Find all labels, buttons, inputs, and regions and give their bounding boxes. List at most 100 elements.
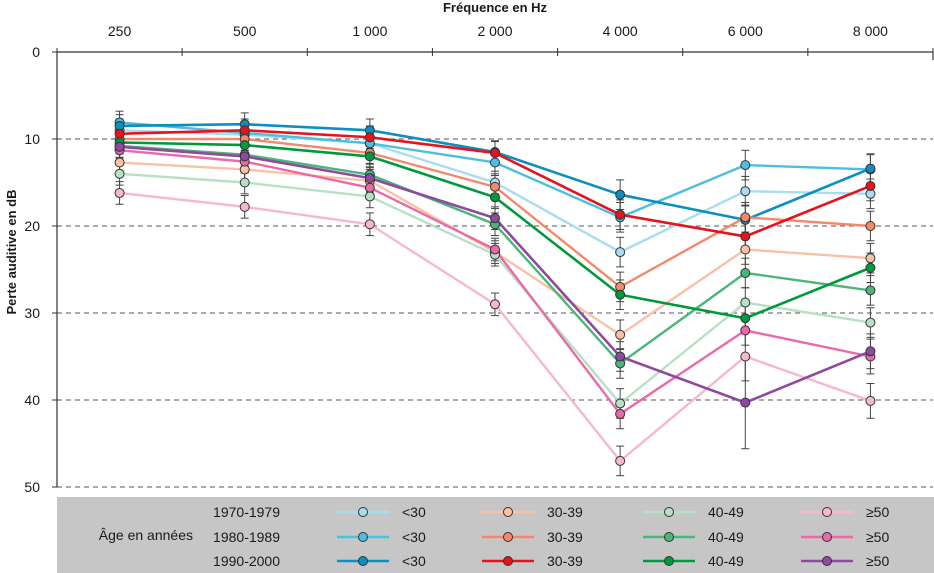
data-point (740, 244, 751, 255)
legend-label: ≥50 (866, 553, 889, 569)
data-point (364, 173, 375, 184)
data-point (740, 231, 751, 242)
x-tick-label: 8 000 (853, 23, 888, 39)
data-point (740, 325, 751, 336)
y-tick-labels: 0 10 20 30 40 50 (24, 44, 40, 495)
data-point (740, 297, 751, 308)
data-point (615, 455, 626, 466)
legend-marker (822, 507, 832, 517)
legend-marker (503, 532, 513, 542)
data-point (114, 168, 125, 179)
data-point (364, 132, 375, 143)
data-point (239, 125, 250, 136)
legend-row-label: 1990-2000 (213, 553, 280, 569)
x-tick-labels: 250 500 1 000 2 000 4 000 6 000 8 000 (108, 23, 888, 39)
legend-label: 30-39 (547, 553, 583, 569)
data-point (740, 186, 751, 197)
data-point (615, 247, 626, 258)
legend-label: 30-39 (547, 529, 583, 545)
x-tick-label: 4 000 (603, 23, 638, 39)
data-point (615, 289, 626, 300)
data-point (865, 317, 876, 328)
data-point (865, 180, 876, 191)
data-point (865, 346, 876, 357)
legend-row-label: 1980-1989 (213, 529, 280, 545)
legend-marker (664, 532, 674, 542)
data-point (615, 408, 626, 419)
legend-marker (822, 532, 832, 542)
data-point (740, 313, 751, 324)
legend-marker (503, 507, 513, 517)
legend-marker (358, 532, 368, 542)
x-tick-label: 250 (108, 23, 132, 39)
data-point (364, 219, 375, 230)
data-point (239, 201, 250, 212)
legend-title: Âge en années (99, 527, 193, 543)
data-point (490, 213, 500, 224)
legend-label: ≥50 (866, 504, 889, 520)
legend-marker (822, 556, 832, 566)
data-point (490, 299, 500, 310)
data-point (364, 151, 375, 162)
data-point (615, 209, 626, 220)
y-tick-label: 10 (24, 131, 40, 147)
x-tick-label: 6 000 (728, 23, 763, 39)
legend-label: <30 (402, 529, 426, 545)
legend-label: 40-49 (708, 504, 744, 520)
data-point (615, 398, 626, 409)
y-axis-title: Perte auditive en dB (4, 190, 19, 315)
y-tick-label: 50 (24, 479, 40, 495)
data-point (740, 351, 751, 362)
data-point (364, 182, 375, 193)
data-point (114, 128, 125, 139)
legend-label: 40-49 (708, 553, 744, 569)
data-point (490, 192, 500, 203)
x-tick-label: 500 (233, 23, 257, 39)
y-tick-label: 30 (24, 305, 40, 321)
x-tick-label: 1 000 (352, 23, 387, 39)
legend-label: 40-49 (708, 529, 744, 545)
data-point (740, 212, 751, 223)
legend-label: <30 (402, 504, 426, 520)
legend-label: ≥50 (866, 529, 889, 545)
data-point (114, 157, 125, 168)
data-point (239, 177, 250, 188)
data-point (615, 351, 626, 362)
y-tick-label: 20 (24, 218, 40, 234)
data-point (865, 285, 876, 296)
series-markers (114, 117, 876, 466)
y-tick-label: 0 (32, 44, 40, 60)
data-point (865, 262, 876, 273)
data-point (740, 267, 751, 278)
axes (52, 48, 934, 488)
data-point (490, 181, 500, 192)
data-point (114, 141, 125, 152)
data-point (239, 140, 250, 151)
legend-row-label: 1970-1979 (213, 504, 280, 520)
legend-marker (358, 556, 368, 566)
legend-marker (664, 507, 674, 517)
x-tick-label: 2 000 (477, 23, 512, 39)
legend-label: <30 (402, 553, 426, 569)
data-point (740, 160, 751, 171)
data-point (364, 191, 375, 202)
legend-marker (664, 556, 674, 566)
data-point (615, 329, 626, 340)
data-point (490, 147, 500, 158)
legend-label: 30-39 (547, 504, 583, 520)
legend-marker (503, 556, 513, 566)
data-point (114, 187, 125, 198)
data-point (865, 395, 876, 406)
data-point (239, 151, 250, 162)
x-axis-title: Fréquence en Hz (443, 0, 548, 15)
legend-marker (358, 507, 368, 517)
data-point (865, 221, 876, 231)
data-point (615, 189, 626, 200)
data-point (490, 244, 500, 255)
data-point (865, 163, 876, 174)
data-point (740, 397, 751, 408)
legend: 1970-1979 1980-1989 1990-2000 <30 <30 <30 30-3… (213, 504, 889, 569)
y-tick-label: 40 (24, 392, 40, 408)
data-point (865, 253, 876, 264)
